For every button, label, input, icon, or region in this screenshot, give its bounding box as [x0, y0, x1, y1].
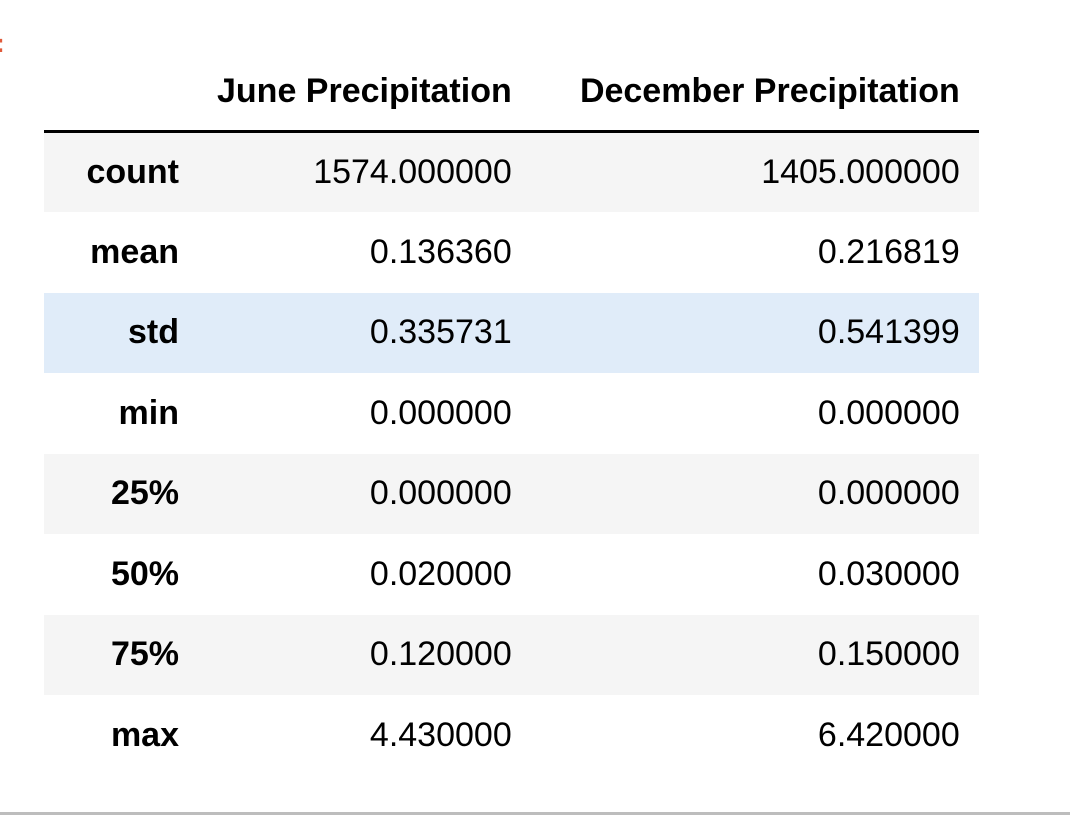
cell-bottom-divider: [0, 812, 1070, 815]
table-row: std 0.335731 0.541399: [44, 292, 979, 373]
table-body: count 1574.000000 1405.000000 mean 0.136…: [44, 131, 979, 776]
cell-december: 0.030000: [817, 554, 960, 593]
cell-december: 0.000000: [817, 393, 960, 432]
cell-june: 0.000000: [369, 474, 512, 513]
row-label: count: [44, 131, 198, 212]
table-row: count 1574.000000 1405.000000: [44, 131, 979, 212]
cell-june: 1574.000000: [313, 153, 512, 191]
row-label: mean: [90, 232, 179, 271]
row-label: max: [110, 715, 179, 754]
cell-december: 0.216819: [817, 232, 960, 271]
header-row: June Precipitation December Precipitatio…: [44, 52, 979, 133]
cell-december: 1405.000000: [761, 153, 960, 191]
row-label: min: [118, 393, 179, 432]
table-row: mean 0.136360 0.216819: [44, 212, 979, 293]
table-row: 75% 0.120000 0.150000: [44, 614, 979, 695]
cell-june: 0.020000: [369, 554, 512, 593]
cell-december: 0.000000: [817, 474, 960, 513]
cell-june: 0.136360: [369, 232, 512, 271]
row-label: std: [44, 292, 198, 373]
cell-december: 6.420000: [817, 715, 960, 754]
dataframe-table: June Precipitation December Precipitatio…: [44, 52, 979, 776]
column-header-june: June Precipitation: [198, 52, 531, 133]
table-row: 50% 0.020000 0.030000: [44, 534, 979, 615]
cell-june: 0.120000: [369, 635, 512, 674]
row-label: 50%: [110, 554, 179, 593]
row-label: 75%: [44, 614, 198, 695]
index-header: [44, 52, 198, 133]
table-row: 25% 0.000000 0.000000: [44, 453, 979, 534]
table-row: max 4.430000 6.420000: [44, 695, 979, 776]
table-row: min 0.000000 0.000000: [44, 373, 979, 454]
row-label: 25%: [44, 453, 198, 534]
cell-december: 0.541399: [817, 313, 960, 352]
column-header-december: December Precipitation: [530, 52, 979, 133]
cell-june: 4.430000: [369, 715, 512, 754]
table-header: June Precipitation December Precipitatio…: [44, 52, 979, 133]
cell-june: 0.000000: [369, 393, 512, 432]
cell-prompt-mark: :: [0, 30, 5, 56]
cell-june: 0.335731: [369, 313, 512, 352]
cell-december: 0.150000: [817, 635, 960, 674]
